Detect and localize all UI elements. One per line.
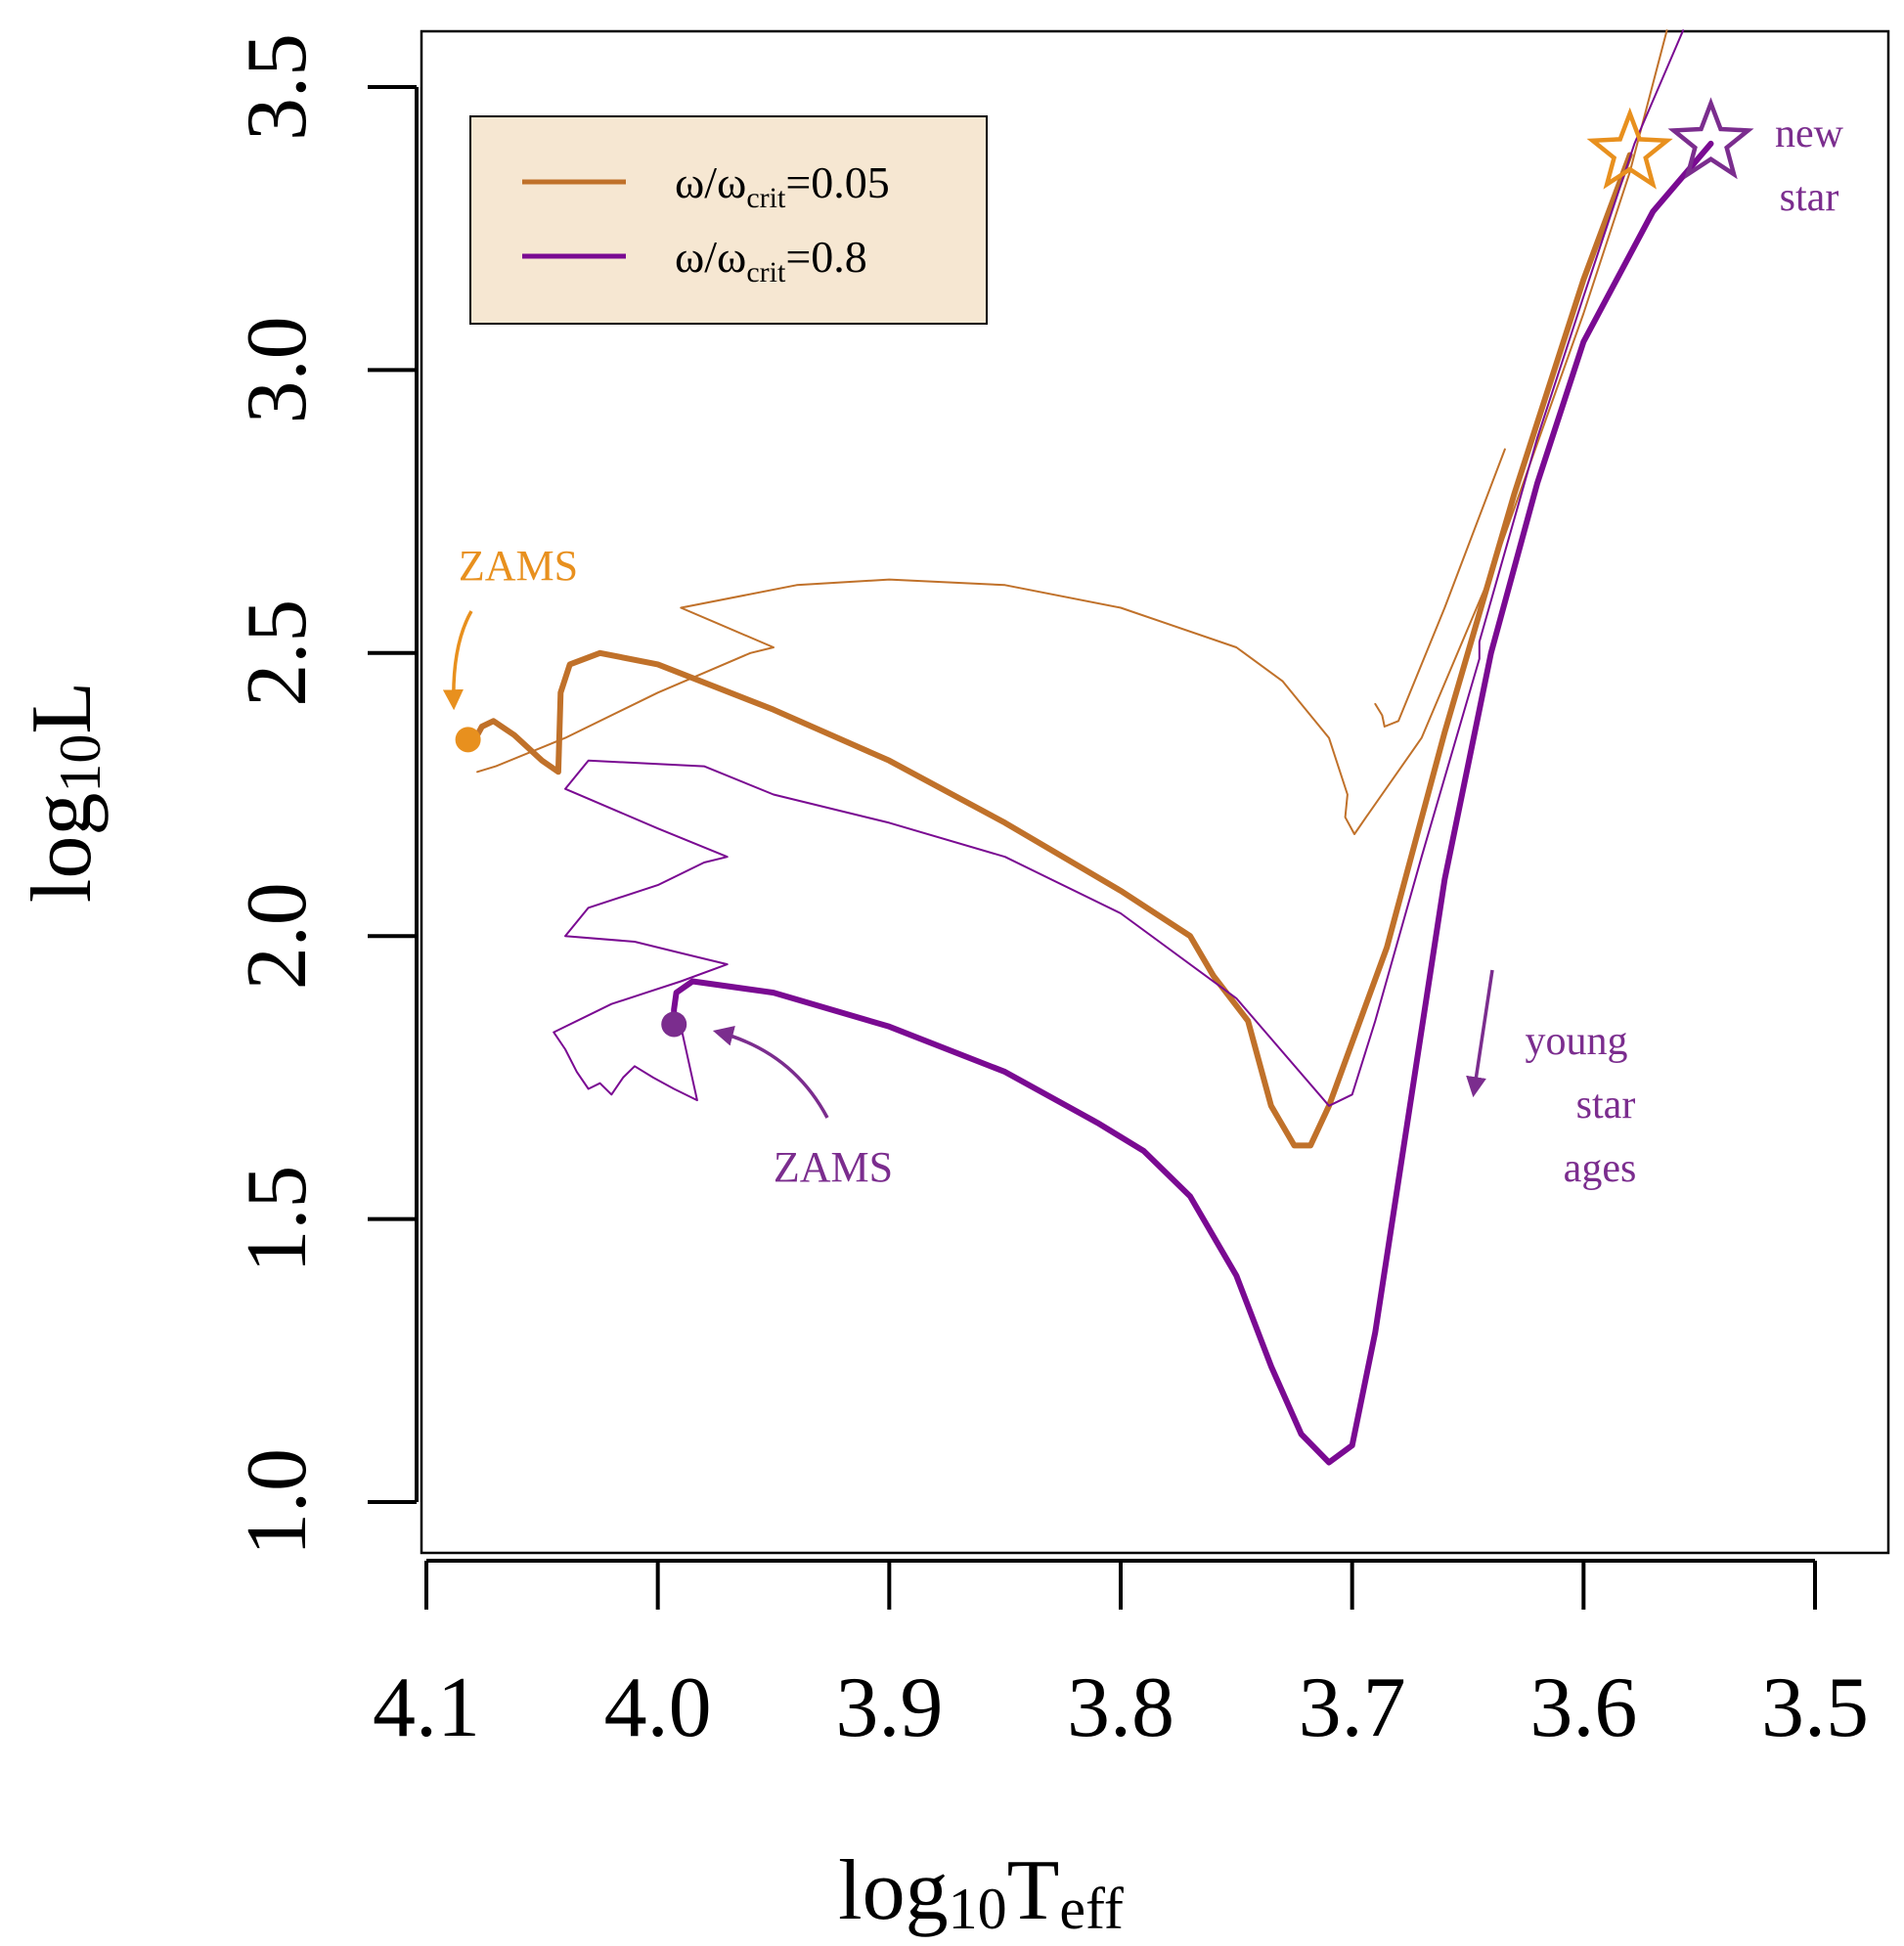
x-title-eff: eff — [1059, 1877, 1124, 1941]
legend-value-1: =0.05 — [785, 157, 889, 207]
y-tick-label: 1.0 — [230, 1448, 325, 1556]
x-tick-label: 3.5 — [1761, 1660, 1869, 1755]
legend-crit-2: crit — [746, 256, 786, 288]
series-omega_0.8_thin — [553, 29, 1685, 1107]
legend-value-2: =0.8 — [785, 232, 866, 282]
x-tick-label: 4.0 — [604, 1660, 712, 1755]
legend-label-purple: ω/ωcrit=0.8 — [675, 232, 867, 288]
y-tick-label: 3.0 — [230, 316, 325, 423]
plot-frame — [420, 29, 1890, 1555]
young-star-arrow — [1466, 969, 1494, 1098]
zams-purple-label: ZAMS — [774, 1143, 893, 1191]
series-omega_0.05_thin — [476, 29, 1668, 835]
zams-dot-orange — [455, 727, 481, 753]
young-label-3: ages — [1564, 1146, 1637, 1191]
x-axis-title: log10Teff — [838, 1843, 1124, 1941]
zams-dot-purple — [661, 1011, 687, 1038]
young-label-2: star — [1576, 1083, 1636, 1128]
x-title-10: 10 — [949, 1877, 1007, 1941]
legend: ω/ωcrit=0.05 ω/ωcrit=0.8 — [469, 115, 988, 325]
zams-orange-arrow — [442, 610, 473, 711]
y-ticks: 1.0 1.5 2.0 2.5 3.0 3.5 — [230, 33, 417, 1556]
x-tick-label: 3.6 — [1529, 1660, 1637, 1755]
x-ticks: 4.1 4.0 3.9 3.8 3.7 3.6 3.5 — [373, 1561, 1869, 1755]
series-layer — [469, 29, 1714, 1466]
y-title-log: log — [15, 793, 110, 903]
x-tick-label: 4.1 — [373, 1660, 480, 1755]
y-tick-label: 2.0 — [230, 882, 325, 990]
legend-omega-2: ω/ω — [675, 232, 746, 282]
zams-orange-label: ZAMS — [459, 542, 578, 590]
young-label-1: young — [1526, 1019, 1628, 1064]
x-title-log: log — [838, 1843, 948, 1938]
new-star-marker-orange — [1586, 107, 1673, 190]
y-axis-title: log10L — [15, 682, 112, 903]
new-star-label-2: star — [1780, 175, 1839, 220]
x-tick-label: 3.9 — [835, 1660, 943, 1755]
y-tick-label: 3.5 — [230, 33, 325, 141]
zams-purple-arrow — [712, 1026, 829, 1119]
legend-omega-1: ω/ω — [675, 157, 746, 207]
x-title-T: T — [1007, 1843, 1060, 1938]
series-omega_0.05_thin_branch — [1374, 448, 1506, 728]
y-title-L: L — [15, 682, 110, 734]
y-tick-label: 1.5 — [230, 1166, 325, 1273]
legend-crit-1: crit — [746, 182, 786, 214]
series-omega_0.05_thick — [469, 152, 1633, 1149]
y-title-10: 10 — [48, 734, 112, 793]
series-omega_0.8_thick — [671, 140, 1714, 1466]
new-star-marker-purple — [1667, 97, 1754, 180]
y-tick-label: 2.5 — [230, 599, 325, 707]
x-tick-label: 3.7 — [1299, 1660, 1406, 1755]
x-tick-label: 3.8 — [1067, 1660, 1174, 1755]
new-star-label-1: new — [1775, 111, 1844, 156]
legend-label-orange: ω/ωcrit=0.05 — [675, 157, 890, 214]
marker-layer — [455, 97, 1754, 1038]
legend-box — [469, 115, 988, 325]
